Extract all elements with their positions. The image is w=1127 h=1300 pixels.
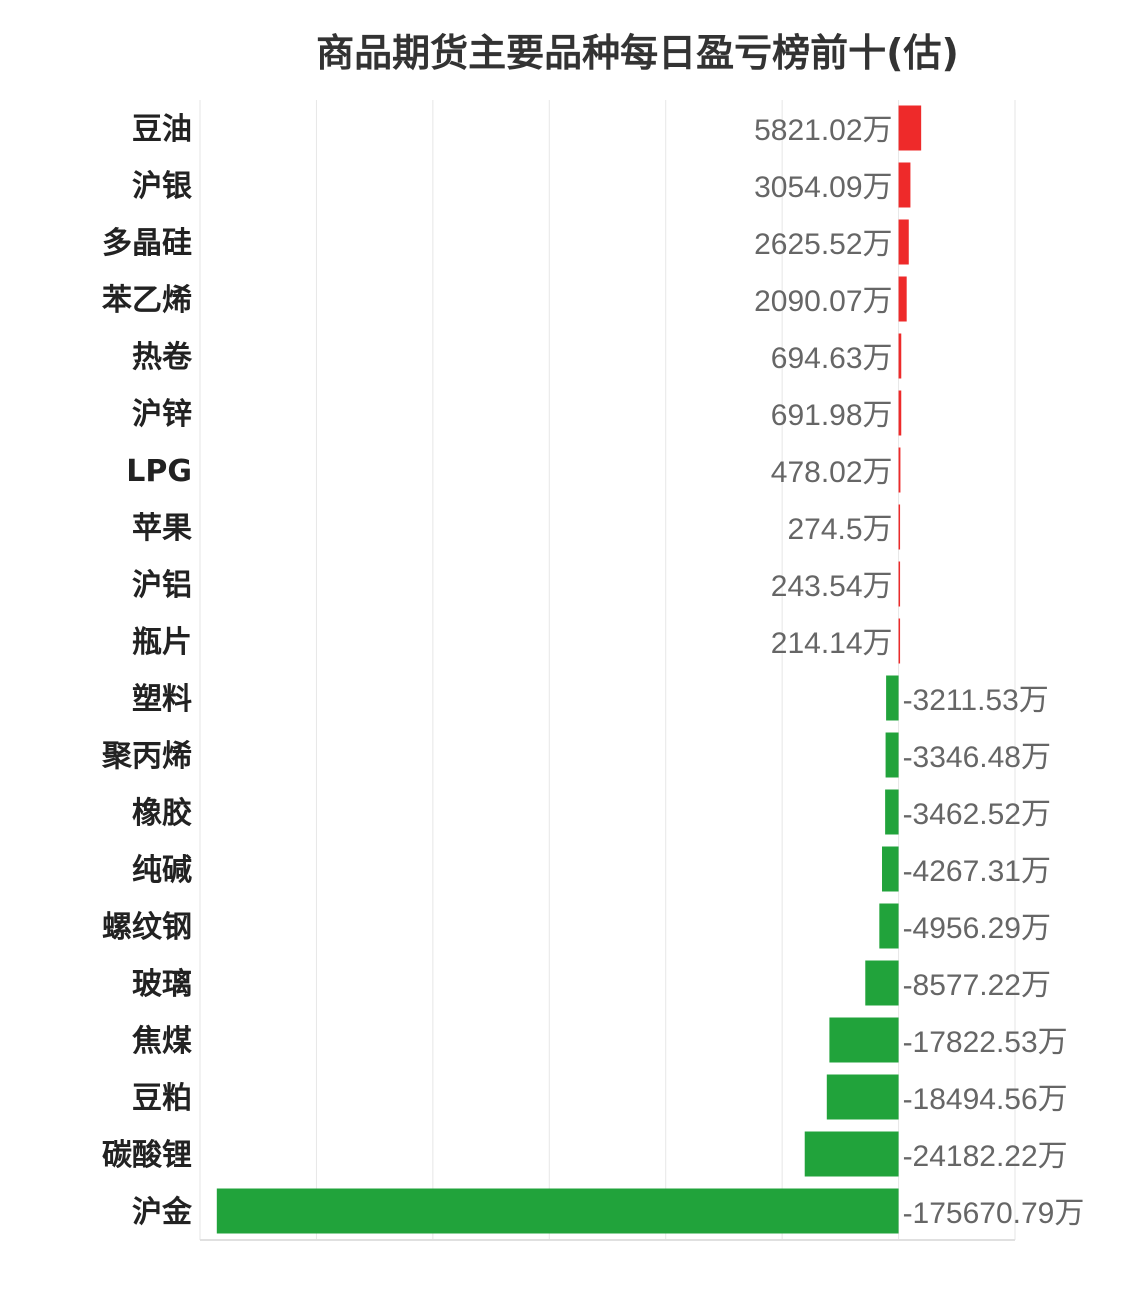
data-label: 5821.02万 bbox=[754, 114, 892, 147]
data-label: 214.14万 bbox=[771, 627, 893, 660]
data-label: 691.98万 bbox=[771, 399, 893, 432]
data-label: -3346.48万 bbox=[903, 741, 1051, 774]
category-label: 沪银 bbox=[132, 169, 192, 204]
bar bbox=[898, 219, 909, 265]
category-label: 玻璃 bbox=[132, 967, 192, 1002]
bar bbox=[885, 732, 899, 778]
category-label: 豆粕 bbox=[132, 1081, 192, 1116]
category-label: 聚丙烯 bbox=[101, 739, 192, 774]
bar bbox=[826, 1074, 899, 1120]
data-label: 694.63万 bbox=[771, 342, 893, 375]
bar bbox=[898, 162, 911, 208]
data-label: 274.5万 bbox=[787, 513, 892, 546]
bar bbox=[898, 504, 901, 550]
category-label: 塑料 bbox=[132, 682, 192, 717]
category-label: 沪铝 bbox=[132, 568, 192, 603]
bar bbox=[898, 276, 907, 322]
bar bbox=[898, 561, 901, 607]
data-label: -24182.22万 bbox=[903, 1140, 1068, 1173]
bar bbox=[898, 105, 922, 151]
category-label: 豆油 bbox=[132, 112, 192, 147]
category-label: 焦煤 bbox=[132, 1024, 192, 1059]
data-label: 3054.09万 bbox=[754, 171, 892, 204]
bar bbox=[882, 846, 899, 892]
data-label: 2625.52万 bbox=[754, 228, 892, 261]
bar bbox=[898, 333, 902, 379]
data-label: -4956.29万 bbox=[903, 912, 1051, 945]
data-label: -8577.22万 bbox=[903, 969, 1051, 1002]
category-label: 热卷 bbox=[132, 340, 193, 375]
bar bbox=[829, 1017, 899, 1063]
data-label: -175670.79万 bbox=[903, 1197, 1085, 1230]
category-label: 碳酸锂 bbox=[102, 1138, 192, 1173]
bar bbox=[898, 447, 901, 493]
data-label: -3462.52万 bbox=[903, 798, 1051, 831]
category-label: 沪金 bbox=[132, 1195, 193, 1230]
data-label: 478.02万 bbox=[771, 456, 893, 489]
data-label: -4267.31万 bbox=[903, 855, 1051, 888]
bar bbox=[865, 960, 899, 1006]
category-label: 橡胶 bbox=[132, 796, 192, 831]
bar bbox=[885, 789, 899, 835]
category-label: 瓶片 bbox=[132, 625, 192, 660]
bar bbox=[898, 618, 901, 664]
category-label: 多晶硅 bbox=[102, 226, 192, 261]
bar bbox=[216, 1188, 899, 1234]
category-label: LPG bbox=[126, 454, 192, 489]
data-label: 243.54万 bbox=[771, 570, 893, 603]
bar bbox=[886, 675, 899, 721]
category-label: 苯乙烯 bbox=[102, 283, 192, 318]
category-label: 沪锌 bbox=[132, 397, 192, 432]
data-label: -17822.53万 bbox=[903, 1026, 1068, 1059]
bar bbox=[898, 390, 902, 436]
category-label: 螺纹钢 bbox=[102, 910, 192, 945]
bar bbox=[804, 1131, 899, 1177]
bar bbox=[879, 903, 899, 949]
category-label: 纯碱 bbox=[132, 853, 192, 888]
data-label: -3211.53万 bbox=[903, 684, 1049, 717]
category-label: 苹果 bbox=[132, 511, 192, 546]
data-label: 2090.07万 bbox=[754, 285, 892, 318]
chart-title: 商品期货主要品种每日盈亏榜前十(估) bbox=[316, 31, 959, 75]
data-label: -18494.56万 bbox=[903, 1083, 1068, 1116]
